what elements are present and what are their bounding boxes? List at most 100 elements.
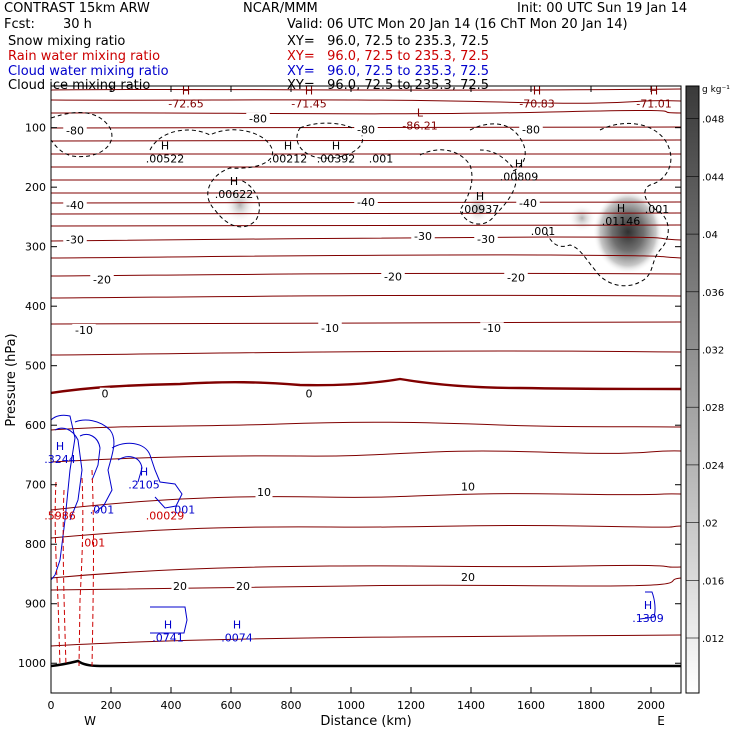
y-tick-label: 900 xyxy=(25,598,46,611)
y-tick-label: 100 xyxy=(25,122,46,135)
isotherm-label-bg xyxy=(519,123,543,136)
isotherm-label: -80 xyxy=(522,123,540,136)
forecast-label: Fcst: xyxy=(4,17,35,32)
extremum-value: .2105 xyxy=(128,479,160,492)
extremum-value: -70.83 xyxy=(519,98,554,111)
isotherm xyxy=(51,254,681,259)
extremum-marker: H xyxy=(56,440,64,453)
forecast-hour: 30 h xyxy=(63,17,92,32)
colorbar-tick-label: .048 xyxy=(702,115,724,126)
ice-contour xyxy=(51,112,113,158)
rain-contours xyxy=(54,469,94,667)
extremum-value: .00937 xyxy=(461,203,500,216)
isotherm-label-bg xyxy=(459,480,477,493)
y-tick-label: 600 xyxy=(25,419,46,432)
isotherm-label-bg xyxy=(63,124,87,137)
extremum-value: .5986 xyxy=(44,510,76,523)
extremum-marker: H xyxy=(164,619,172,632)
extremum-marker: H xyxy=(515,157,523,170)
extremum-marker: H xyxy=(233,619,241,632)
extremum-value: .0741 xyxy=(152,632,184,645)
isotherm xyxy=(51,450,681,463)
extremum-value: .001 xyxy=(645,203,670,216)
ice-contour xyxy=(296,122,363,159)
isotherm xyxy=(51,350,681,356)
ice-contour xyxy=(544,122,672,287)
ice-shading xyxy=(224,187,663,274)
contour-labels: -80 -80 -80 -80 -40 -40 -40 -30 -30 -30 -20 -20 -20 -… xyxy=(44,85,671,645)
extremum-marker: H xyxy=(161,139,169,152)
x-tick-label: 1400 xyxy=(457,699,485,712)
extremum-value: .00212 xyxy=(269,152,308,165)
rain-contour xyxy=(54,481,61,667)
field-snow-name: Snow mixing ratio xyxy=(8,34,126,49)
isotherm-label-bg xyxy=(246,112,270,125)
terrain-line xyxy=(51,659,681,668)
extremum-value: .00029 xyxy=(146,510,185,523)
x-tick-label: 1000 xyxy=(337,699,365,712)
isotherm-label-bg xyxy=(480,322,504,335)
ice-contour xyxy=(469,123,526,173)
rain-contour xyxy=(78,477,84,667)
extremum-marker: H xyxy=(182,85,190,98)
field-rain-name: Rain water mixing ratio xyxy=(8,49,161,64)
extremum-value: -71.45 xyxy=(291,98,326,111)
isotherm-label: 0 xyxy=(306,388,313,401)
cloud-water-contour xyxy=(74,419,115,513)
isotherm xyxy=(51,294,681,299)
isotherm-label: 20 xyxy=(173,580,187,593)
isotherm xyxy=(51,88,681,91)
colorbar-tick-label: .012 xyxy=(702,634,724,645)
extremum-marker: H xyxy=(305,85,313,98)
x-tick-label: 1800 xyxy=(577,699,605,712)
y-tick-label: 400 xyxy=(25,300,46,313)
extremum-marker: H xyxy=(284,139,292,152)
ice-contour xyxy=(419,149,517,225)
extremum-marker: H xyxy=(332,139,340,152)
rain-contour xyxy=(62,489,67,667)
isotherm-label: -20 xyxy=(507,272,525,285)
cloud-water-contour xyxy=(79,434,101,481)
plot-frame xyxy=(50,85,682,694)
isotherm xyxy=(51,321,681,325)
x-tick-label: 0 xyxy=(48,699,55,712)
isotherm xyxy=(51,421,681,431)
isotherm-label-bg xyxy=(354,123,378,136)
extremum-value: .001 xyxy=(171,504,196,517)
ice-blob-small-2 xyxy=(466,192,490,224)
extremum-marker: H xyxy=(230,175,238,188)
x-tick-label: 2000 xyxy=(637,699,665,712)
isotherm-label-bg xyxy=(171,579,189,592)
extremum-marker: H xyxy=(644,599,652,612)
extremum-value: -72.65 xyxy=(168,98,203,111)
extremum-marker: H xyxy=(476,190,484,203)
y-tick-label: 300 xyxy=(25,241,46,254)
isotherm xyxy=(51,493,681,511)
isotherm xyxy=(51,126,681,129)
isotherm xyxy=(51,524,681,539)
extremum-marker: H xyxy=(533,85,541,98)
cloud-water-contour xyxy=(639,591,656,620)
init-time: Init: 00 UTC Sun 19 Jan 14 xyxy=(517,1,688,16)
colorbar-ramp xyxy=(685,85,700,694)
extremum-value: .00522 xyxy=(146,152,185,165)
x-tick-label: 400 xyxy=(161,699,182,712)
extremum-value: .001 xyxy=(369,152,394,165)
isotherm-label-bg xyxy=(411,229,435,242)
isotherm-label: -80 xyxy=(249,113,267,126)
rain-contour xyxy=(91,469,94,667)
extremum-value: .1309 xyxy=(632,612,664,625)
isotherm xyxy=(51,634,681,647)
isotherm-label-bg xyxy=(459,570,477,583)
isotherm-label-bg xyxy=(255,485,273,498)
isotherm xyxy=(51,99,681,104)
colorbar-tick-label: .028 xyxy=(702,403,724,414)
isotherm-label: -10 xyxy=(483,322,501,335)
y-tick-label: 1000 xyxy=(18,657,46,670)
isotherm-label-bg xyxy=(234,579,252,592)
isotherm-label-bg xyxy=(504,271,528,284)
cloud-water-contour xyxy=(111,442,183,509)
isotherm-label-bg xyxy=(63,233,87,246)
isotherm-label-bg xyxy=(99,387,111,400)
